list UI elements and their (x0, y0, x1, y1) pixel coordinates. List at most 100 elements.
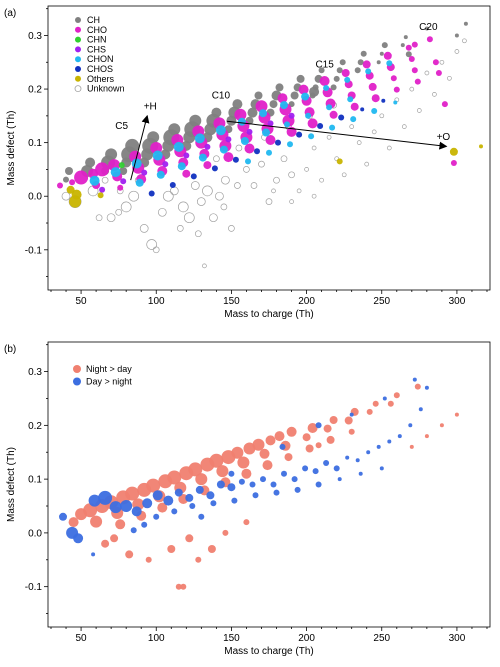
x-axis-title: Mass to charge (Th) (224, 309, 313, 320)
data-point (280, 101, 288, 110)
data-point (131, 506, 142, 517)
y-tick-label: -0.1 (25, 245, 43, 256)
data-point (273, 176, 280, 184)
data-point (207, 545, 216, 553)
data-point (356, 140, 362, 145)
data-point (368, 82, 377, 91)
data-point (237, 456, 250, 469)
data-point (73, 533, 84, 544)
data-point (131, 158, 142, 169)
data-point (432, 59, 439, 66)
data-point (414, 78, 421, 85)
data-point (366, 408, 373, 415)
data-point (454, 33, 459, 38)
data-point (323, 460, 330, 466)
data-point (61, 191, 71, 201)
data-point (252, 438, 265, 451)
legend-marker (75, 26, 81, 33)
data-point (365, 68, 372, 75)
data-point (162, 161, 169, 168)
legend-label: CHON (87, 54, 114, 64)
data-point (71, 189, 82, 200)
x-tick-label: 100 (148, 633, 165, 644)
data-point (215, 191, 224, 201)
data-point (383, 51, 392, 60)
data-point (376, 60, 381, 65)
series-chon (89, 60, 398, 187)
data-point (403, 35, 408, 40)
data-point (326, 104, 333, 111)
data-point (294, 486, 301, 493)
data-point (157, 502, 168, 513)
data-point (376, 444, 381, 449)
data-point (198, 153, 207, 162)
data-point (259, 448, 270, 459)
data-point (202, 185, 213, 197)
data-point (284, 453, 293, 462)
data-point (83, 503, 98, 518)
data-point (243, 166, 250, 173)
data-point (348, 428, 355, 435)
data-point (241, 468, 252, 479)
data-point (267, 120, 274, 127)
data-point (450, 160, 457, 166)
data-point (185, 493, 194, 502)
data-point (393, 100, 398, 105)
data-point (315, 442, 322, 449)
x-tick-label: 200 (298, 633, 315, 644)
data-point (141, 148, 154, 161)
y-tick-label: -0.1 (25, 582, 43, 593)
data-point (432, 92, 437, 97)
data-point (232, 99, 243, 110)
data-point (326, 134, 332, 140)
data-point (412, 377, 417, 382)
data-point (454, 412, 459, 417)
data-point (57, 182, 63, 189)
data-point (223, 152, 234, 163)
data-point (379, 51, 384, 56)
data-point (463, 21, 468, 26)
data-point (145, 556, 152, 563)
data-point (227, 483, 236, 492)
data-point (397, 434, 402, 439)
data-point (169, 182, 176, 188)
data-point (290, 91, 299, 100)
data-point (118, 162, 125, 169)
data-point (190, 181, 200, 190)
data-point (355, 458, 360, 463)
legend-marker (73, 377, 81, 386)
data-point (319, 76, 330, 86)
data-point (194, 230, 202, 238)
data-point (274, 431, 285, 442)
series-day-night (59, 377, 429, 557)
data-point (439, 423, 444, 428)
data-point (426, 36, 433, 43)
x-tick-label: 50 (76, 296, 88, 307)
data-point (287, 141, 293, 148)
data-point (266, 149, 272, 156)
data-point (220, 203, 228, 211)
data-point (180, 583, 187, 590)
legend-marker (73, 365, 81, 373)
data-point (371, 94, 380, 103)
data-point (237, 117, 246, 126)
data-point (296, 74, 305, 83)
legend-label: Others (87, 74, 115, 84)
y-tick-label: 0.2 (28, 421, 42, 432)
data-point (74, 170, 89, 185)
x-tick-label: 100 (148, 296, 165, 307)
series-night-day (68, 383, 459, 590)
data-point (210, 500, 217, 507)
arrows (130, 114, 448, 181)
data-point (211, 165, 218, 172)
data-point (182, 169, 191, 178)
data-point (307, 118, 318, 129)
x-axis-title: Mass to charge (Th) (224, 646, 313, 657)
y-tick-label: 0.1 (28, 475, 42, 486)
data-point (176, 225, 184, 232)
data-point (337, 477, 342, 482)
data-point (357, 59, 364, 66)
data-point (333, 465, 340, 472)
data-point (115, 208, 123, 216)
data-point (344, 76, 351, 83)
